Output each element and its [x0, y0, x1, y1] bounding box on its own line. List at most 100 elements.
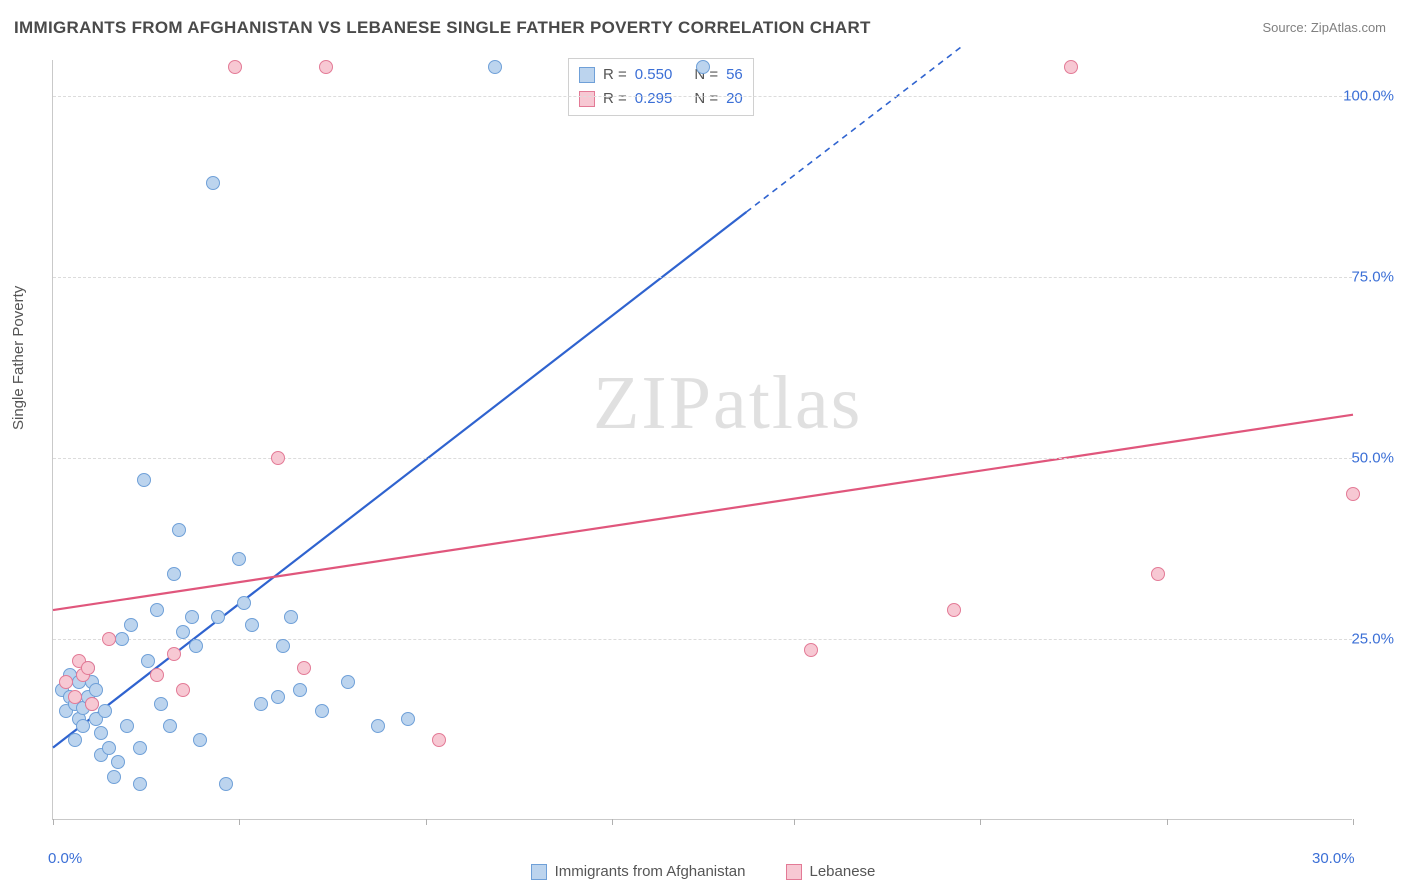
- data-point: [111, 755, 125, 769]
- n-label: N =: [694, 87, 718, 111]
- data-point: [68, 733, 82, 747]
- data-point: [371, 719, 385, 733]
- data-point: [245, 618, 259, 632]
- data-point: [319, 60, 333, 74]
- data-point: [315, 704, 329, 718]
- data-point: [254, 697, 268, 711]
- data-point: [68, 690, 82, 704]
- swatch-icon: [531, 864, 547, 880]
- data-point: [947, 603, 961, 617]
- data-point: [185, 610, 199, 624]
- gridline: [53, 639, 1352, 640]
- legend-item: Lebanese: [786, 863, 876, 880]
- data-point: [133, 777, 147, 791]
- swatch-icon: [786, 864, 802, 880]
- data-point: [94, 726, 108, 740]
- data-point: [176, 683, 190, 697]
- data-point: [237, 596, 251, 610]
- data-point: [150, 668, 164, 682]
- data-point: [432, 733, 446, 747]
- swatch-icon: [579, 67, 595, 83]
- data-point: [219, 777, 233, 791]
- data-point: [154, 697, 168, 711]
- data-point: [133, 741, 147, 755]
- legend-label: Immigrants from Afghanistan: [555, 863, 746, 880]
- source-label: Source: ZipAtlas.com: [1262, 20, 1386, 35]
- data-point: [696, 60, 710, 74]
- xtick: [53, 819, 54, 825]
- data-point: [488, 60, 502, 74]
- watermark: ZIPatlas: [593, 360, 862, 447]
- data-point: [81, 661, 95, 675]
- data-point: [401, 712, 415, 726]
- r-value: 0.550: [635, 63, 673, 87]
- data-point: [1064, 60, 1078, 74]
- ytick-label: 75.0%: [1351, 269, 1394, 286]
- legend-label: Lebanese: [810, 863, 876, 880]
- xtick: [239, 819, 240, 825]
- gridline: [53, 277, 1352, 278]
- data-point: [85, 697, 99, 711]
- data-point: [124, 618, 138, 632]
- data-point: [172, 523, 186, 537]
- data-point: [89, 683, 103, 697]
- data-point: [137, 473, 151, 487]
- legend-item: Immigrants from Afghanistan: [531, 863, 746, 880]
- data-point: [167, 567, 181, 581]
- data-point: [297, 661, 311, 675]
- data-point: [211, 610, 225, 624]
- ytick-label: 100.0%: [1343, 88, 1394, 105]
- data-point: [76, 719, 90, 733]
- swatch-icon: [579, 91, 595, 107]
- data-point: [341, 675, 355, 689]
- data-point: [189, 639, 203, 653]
- xtick: [612, 819, 613, 825]
- data-point: [232, 552, 246, 566]
- data-point: [163, 719, 177, 733]
- data-point: [1151, 567, 1165, 581]
- n-value: 56: [726, 63, 743, 87]
- data-point: [150, 603, 164, 617]
- xtick: [1353, 819, 1354, 825]
- data-point: [115, 632, 129, 646]
- data-point: [228, 60, 242, 74]
- ytick-label: 25.0%: [1351, 631, 1394, 648]
- data-point: [271, 451, 285, 465]
- r-label: R =: [603, 87, 627, 111]
- series-legend: Immigrants from Afghanistan Lebanese: [0, 863, 1406, 880]
- data-point: [276, 639, 290, 653]
- n-value: 20: [726, 87, 743, 111]
- trend-lines: [53, 60, 1352, 819]
- chart-title: IMMIGRANTS FROM AFGHANISTAN VS LEBANESE …: [14, 18, 871, 38]
- r-label: R =: [603, 63, 627, 87]
- xtick: [980, 819, 981, 825]
- data-point: [1346, 487, 1360, 501]
- data-point: [107, 770, 121, 784]
- data-point: [98, 704, 112, 718]
- plot-area: ZIPatlas R = 0.550N = 56R = 0.295 N = 20: [52, 60, 1352, 820]
- r-value: 0.295: [635, 87, 673, 111]
- xtick: [1167, 819, 1168, 825]
- xtick: [794, 819, 795, 825]
- data-point: [271, 690, 285, 704]
- data-point: [176, 625, 190, 639]
- stats-row: R = 0.295 N = 20: [579, 87, 743, 111]
- ytick-label: 50.0%: [1351, 450, 1394, 467]
- data-point: [102, 632, 116, 646]
- stats-legend: R = 0.550N = 56R = 0.295 N = 20: [568, 58, 754, 116]
- data-point: [167, 647, 181, 661]
- data-point: [193, 733, 207, 747]
- data-point: [284, 610, 298, 624]
- xtick: [426, 819, 427, 825]
- stats-row: R = 0.550N = 56: [579, 63, 743, 87]
- gridline: [53, 96, 1352, 97]
- data-point: [120, 719, 134, 733]
- data-point: [102, 741, 116, 755]
- gridline: [53, 458, 1352, 459]
- y-axis-label: Single Father Poverty: [10, 286, 27, 430]
- data-point: [804, 643, 818, 657]
- data-point: [293, 683, 307, 697]
- data-point: [141, 654, 155, 668]
- data-point: [59, 675, 73, 689]
- data-point: [206, 176, 220, 190]
